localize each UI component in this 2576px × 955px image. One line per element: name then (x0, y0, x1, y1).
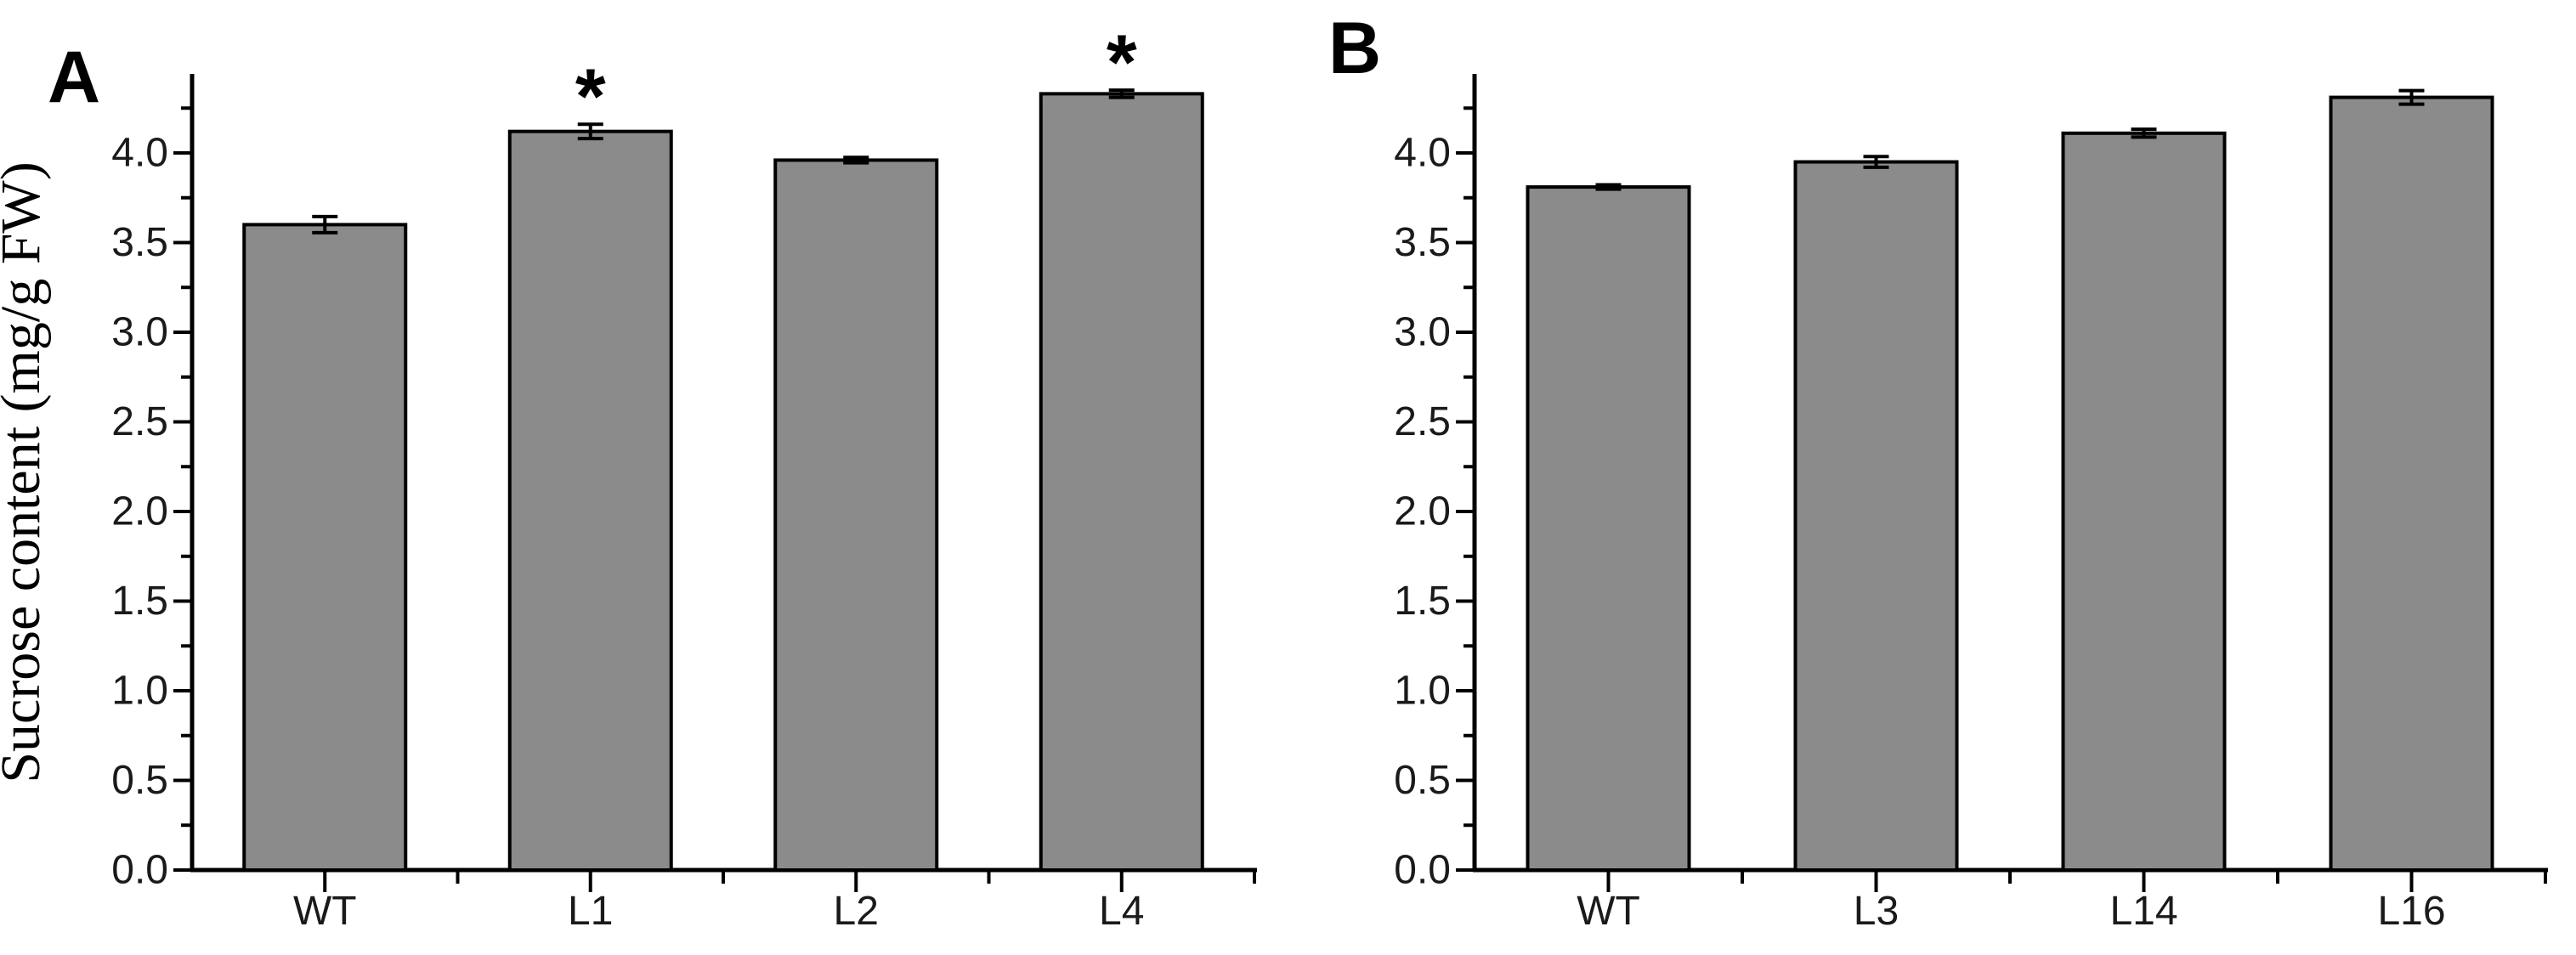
y-tick-label: 3.0 (111, 310, 168, 355)
panel-a-letter: A (48, 37, 100, 118)
x-tick-label-l16: L16 (2377, 889, 2445, 934)
y-tick-label: 2.0 (111, 489, 168, 534)
bar-a-l2 (773, 158, 939, 872)
bar-a-wt (242, 223, 408, 872)
panel-a-plot: 0.0 0.5 1.0 1.5 2.0 2.5 3.0 3.5 4.0 WT L1 * L2 L4 * (111, 20, 1257, 934)
y-tick-label: 3.5 (111, 220, 168, 265)
y-tick-label: 4.0 (111, 131, 168, 176)
y-tick-label: 2.5 (1394, 399, 1451, 444)
y-tick-label: 0.0 (1394, 848, 1451, 893)
y-tick-label: 1.0 (1394, 669, 1451, 714)
x-tick-label-wt: WT (293, 889, 357, 934)
y-tick-label: 2.5 (111, 399, 168, 444)
bar-b-wt (1526, 185, 1691, 872)
significance-asterisk: * (1107, 20, 1137, 106)
bar-b-l3 (1793, 160, 1959, 873)
panel-b-plot: 0.0 0.5 1.0 1.5 2.0 2.5 3.0 3.5 4.0 WT L3 L14 L16 (1394, 74, 2548, 934)
panel-a: A Sucrose content (mg/g FW) 0.0 0.5 1.0 1.5… (0, 20, 1257, 934)
significance-asterisk: * (575, 54, 606, 140)
y-tick-label: 0.5 (111, 758, 168, 803)
x-tick-label-l4: L4 (1099, 889, 1144, 934)
panel-b: B 0.0 0.5 1.0 1.5 2.0 2.5 3.0 3.5 4.0 WT L3 L14 L16 (1328, 8, 2548, 934)
bar-a-l4 (1039, 92, 1204, 873)
y-tick-label: 0.5 (1394, 758, 1451, 803)
x-tick-label-l14: L14 (2109, 889, 2177, 934)
bar-b-l14 (2061, 131, 2227, 873)
y-tick-label: 2.0 (1394, 489, 1451, 534)
y-tick-label: 4.0 (1394, 131, 1451, 176)
y-tick-label: 3.5 (1394, 220, 1451, 265)
y-tick-label: 1.5 (111, 579, 168, 624)
bar-a-l1 (507, 129, 673, 872)
bar-b-l16 (2329, 95, 2494, 872)
y-tick-label: 0.0 (111, 848, 168, 893)
x-tick-label-l3: L3 (1854, 889, 1899, 934)
x-tick-label-wt: WT (1577, 889, 1640, 934)
y-tick-label: 1.0 (111, 669, 168, 714)
y-axis-title: Sucrose content (mg/g FW) (0, 161, 52, 783)
y-tick-label: 3.0 (1394, 310, 1451, 355)
x-tick-label-l1: L1 (568, 889, 613, 934)
y-tick-label: 1.5 (1394, 579, 1451, 624)
x-tick-label-l2: L2 (834, 889, 879, 934)
panel-b-letter: B (1328, 8, 1381, 89)
